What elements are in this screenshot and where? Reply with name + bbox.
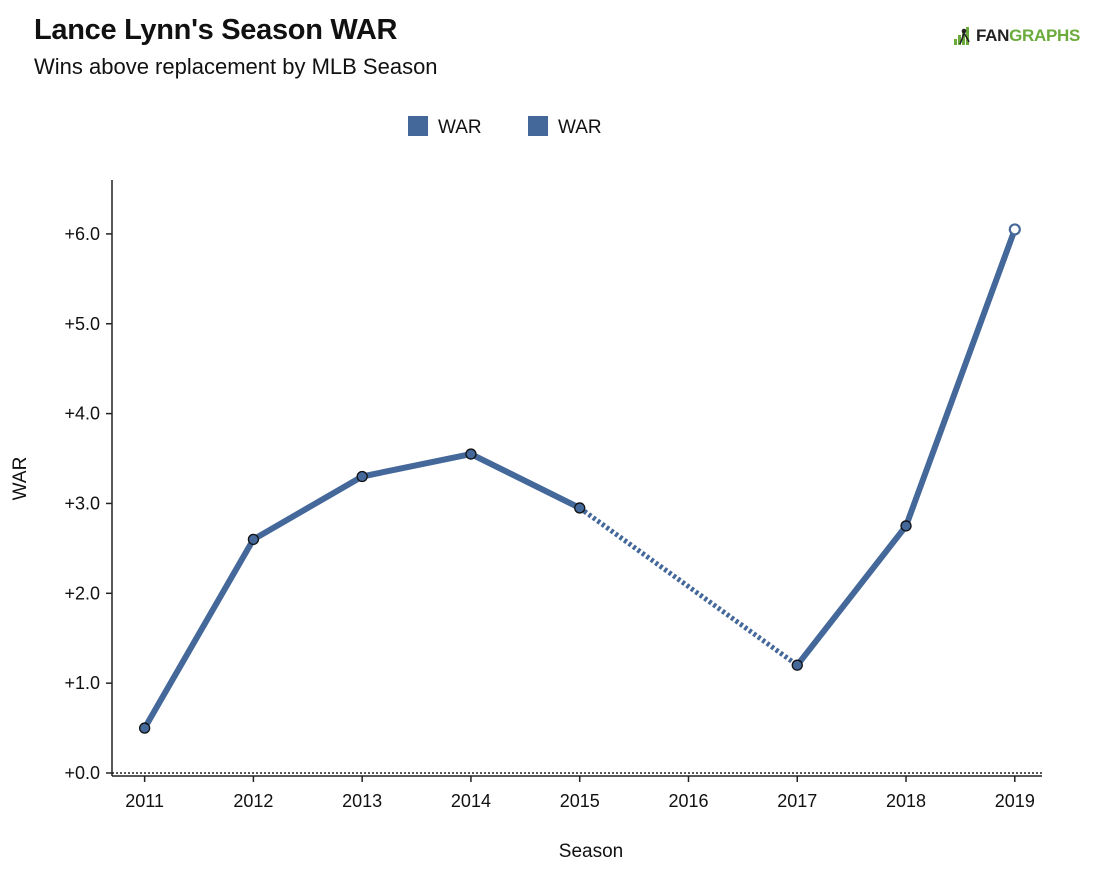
data-point-2018[interactable] <box>900 520 912 532</box>
fangraphs-logo-text-graphs: GRAPHS <box>1009 26 1080 45</box>
series-segment-6 <box>903 226 1018 529</box>
chart-legend: WAR WAR <box>408 116 602 138</box>
y-tick-label-5: +5.0 <box>64 314 100 334</box>
series-segment-3 <box>467 451 583 511</box>
y-tick-label-6: +6.0 <box>64 224 100 244</box>
data-point-2011[interactable] <box>138 722 151 734</box>
series-gap-segment-4 <box>578 505 799 668</box>
data-point-2013[interactable] <box>356 470 368 483</box>
x-tick-label-7: 2018 <box>886 791 926 811</box>
fangraphs-logo[interactable]: FAN GRAPHS <box>953 26 1080 46</box>
legend-swatch-1[interactable] <box>528 116 548 136</box>
y-tick-label-1: +1.0 <box>64 673 100 693</box>
data-point-2015[interactable] <box>574 502 586 514</box>
legend-swatch-0[interactable] <box>408 116 428 136</box>
x-tick-label-2: 2013 <box>342 791 382 811</box>
data-point-2019[interactable] <box>1008 223 1021 236</box>
x-tick-label-3: 2014 <box>451 791 491 811</box>
y-tick-label-4: +4.0 <box>64 404 100 424</box>
x-tick-label-1: 2012 <box>233 791 273 811</box>
series-segment-1 <box>250 473 366 543</box>
y-axis: +0.0 +1.0 +2.0 +3.0 +4.0 +5.0 +6.0 <box>64 180 113 783</box>
x-axis: 2011 2012 2013 2014 2015 2016 2017 2018 2019 <box>112 772 1042 811</box>
x-tick-label-0: 2011 <box>125 791 164 811</box>
data-point-2014[interactable] <box>465 448 477 460</box>
series-segment-5 <box>794 522 910 669</box>
x-tick-label-8: 2019 <box>995 791 1035 811</box>
data-point-2012[interactable] <box>247 533 260 546</box>
y-tick-label-0: +0.0 <box>64 763 100 783</box>
x-tick-label-6: 2017 <box>777 791 817 811</box>
y-tick-label-3: +3.0 <box>64 493 100 513</box>
legend-label-0: WAR <box>438 117 482 138</box>
x-axis-title: Season <box>559 841 623 862</box>
series-segment-0 <box>141 536 257 732</box>
x-tick-label-4: 2015 <box>560 791 600 811</box>
plot-area <box>138 223 1021 734</box>
legend-label-1: WAR <box>558 117 602 138</box>
fangraphs-logo-icon <box>953 27 974 45</box>
data-point-2017[interactable] <box>791 659 803 671</box>
y-axis-title: WAR <box>10 457 31 501</box>
x-tick-label-5: 2016 <box>668 791 708 811</box>
y-tick-label-2: +2.0 <box>64 583 100 603</box>
fangraphs-logo-text-fan: FAN <box>975 26 1010 45</box>
series-segment-2 <box>359 451 474 480</box>
chart-title: Lance Lynn's Season WAR <box>34 14 398 46</box>
chart-subtitle: Wins above replacement by MLB Season <box>34 54 438 79</box>
